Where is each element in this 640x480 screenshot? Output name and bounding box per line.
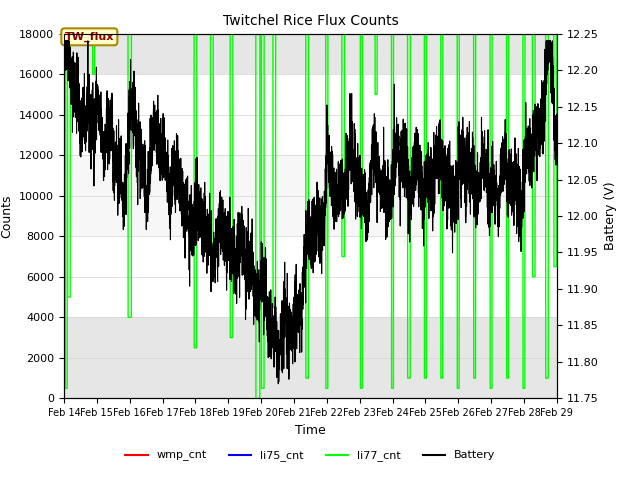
Bar bbox=[64, 34, 557, 74]
Legend: wmp_cnt, li75_cnt, li77_cnt, Battery: wmp_cnt, li75_cnt, li77_cnt, Battery bbox=[121, 446, 500, 466]
X-axis label: Time: Time bbox=[295, 424, 326, 437]
Bar bbox=[64, 236, 557, 317]
Title: Twitchel Rice Flux Counts: Twitchel Rice Flux Counts bbox=[223, 14, 398, 28]
Bar bbox=[64, 74, 557, 155]
Bar bbox=[64, 155, 557, 236]
Bar bbox=[64, 317, 557, 398]
Y-axis label: Battery (V): Battery (V) bbox=[604, 182, 617, 250]
Y-axis label: Counts: Counts bbox=[1, 194, 13, 238]
Bar bbox=[64, 74, 557, 317]
Text: TW_flux: TW_flux bbox=[65, 32, 114, 42]
